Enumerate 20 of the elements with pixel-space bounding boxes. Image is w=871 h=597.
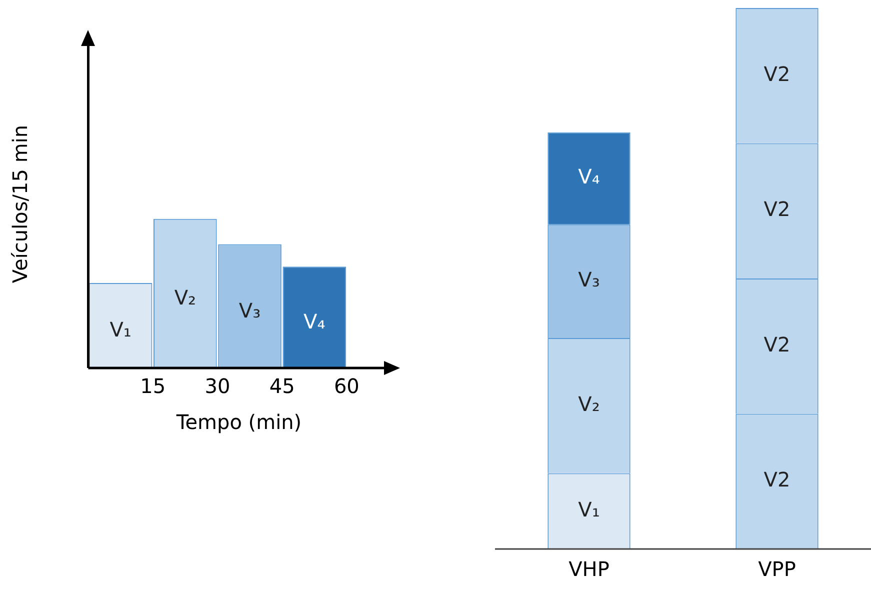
annotation: V₁ xyxy=(578,497,600,522)
x-axis-title: Tempo (min) xyxy=(175,410,302,434)
annotation: V2 xyxy=(764,468,790,492)
annotation: V₄ xyxy=(578,164,600,189)
annotation: V₁ xyxy=(110,318,132,342)
x-tick-label: VPP xyxy=(758,557,796,582)
x-tick-label: VHP xyxy=(568,557,610,582)
annotation: V₂ xyxy=(578,392,600,416)
x-tick-label: 45 xyxy=(269,374,295,398)
annotation: V2 xyxy=(764,197,790,222)
annotation: V₂ xyxy=(174,286,196,310)
x-tick-label: 15 xyxy=(140,374,166,398)
annotation: V2 xyxy=(764,62,790,86)
annotation: V₃ xyxy=(578,267,600,292)
annotation: V₃ xyxy=(238,298,261,322)
annotation: V₄ xyxy=(304,310,326,334)
x-tick-label: 30 xyxy=(204,374,230,398)
annotation: V2 xyxy=(764,332,790,356)
y-axis-title: Veículos/15 min xyxy=(8,124,32,284)
x-tick-label: 60 xyxy=(334,374,360,398)
